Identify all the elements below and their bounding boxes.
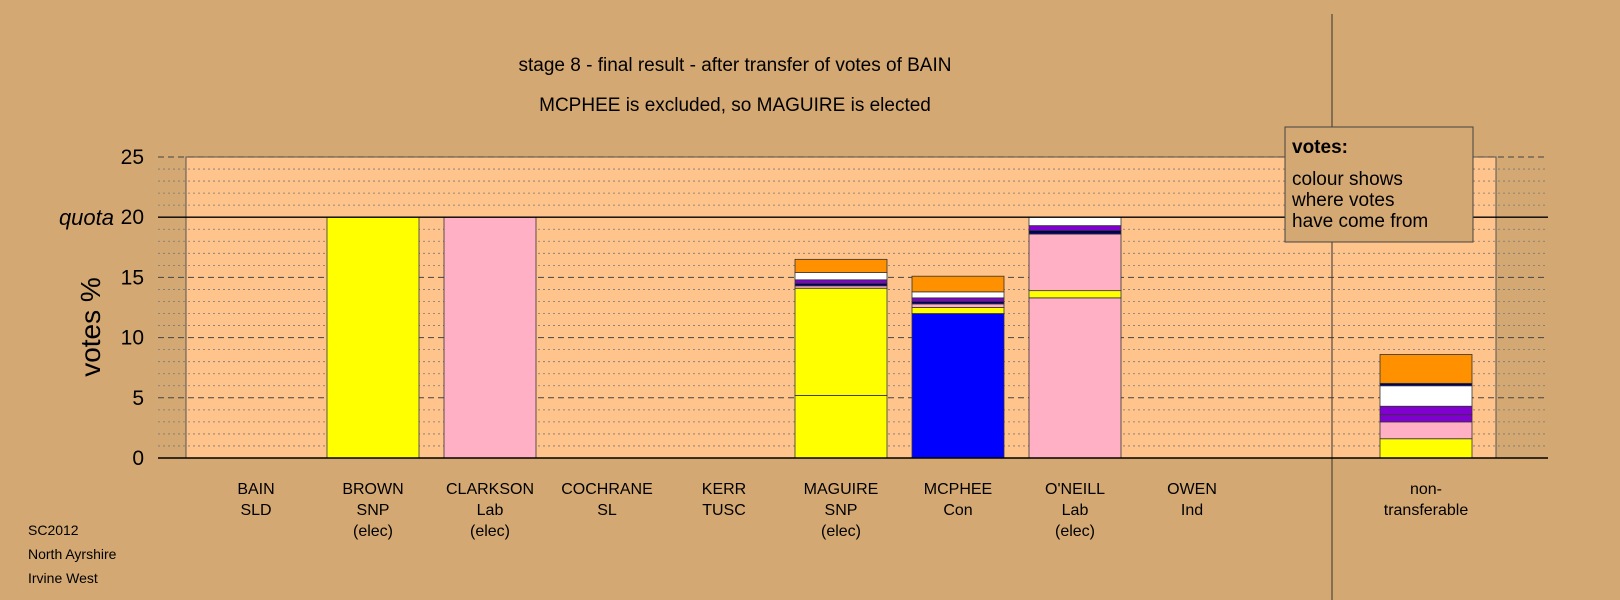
x-tick-label: O'NEILL (1045, 481, 1105, 498)
bar-segment (1028, 233, 1122, 292)
legend-title: votes: (1292, 137, 1348, 158)
bar-segment (794, 258, 888, 273)
x-tick-label: non- (1410, 481, 1442, 498)
x-tick-label: (elec) (821, 523, 861, 540)
bar-segment (911, 297, 1005, 302)
y-tick-label: 20 (121, 206, 144, 229)
x-tick-label: BROWN (342, 481, 403, 498)
note-council: North Ayrshire (28, 546, 117, 562)
x-tick-label: OWEN (1167, 481, 1217, 498)
x-tick-label: SLD (240, 502, 271, 519)
legend-line-1: colour shows (1292, 169, 1403, 190)
bar-segment (911, 275, 1005, 293)
bars (326, 216, 1473, 459)
x-tick-label: (elec) (353, 523, 393, 540)
x-tick-label: Con (943, 502, 972, 519)
bar-segment (794, 287, 888, 396)
bar-segment (911, 307, 1005, 314)
bar-segment (1028, 216, 1122, 227)
x-tick-label: Ind (1181, 502, 1203, 519)
x-tick-label: SNP (357, 502, 390, 519)
chart-title: stage 8 - final result - after transfer … (519, 55, 952, 76)
y-tick-label: 0 (132, 447, 144, 470)
legend: votes: colour shows where votes have com… (1284, 126, 1474, 243)
x-tick-label: MAGUIRE (804, 481, 879, 498)
y-tick-label: 10 (121, 327, 144, 350)
chart-subtitle: MCPHEE is excluded, so MAGUIRE is electe… (539, 95, 931, 116)
legend-box (1284, 126, 1474, 243)
bar-segment (911, 291, 1005, 299)
axes: stage 8 - final result - after transfer … (59, 55, 1548, 540)
x-tick-label: transferable (1384, 502, 1469, 519)
quota-label: quota (59, 205, 114, 230)
x-tick-label: TUSC (702, 502, 746, 519)
bar-segment (794, 279, 888, 284)
x-tick-label: (elec) (470, 523, 510, 540)
legend-line-2: where votes (1291, 190, 1394, 211)
bar-segment (1379, 421, 1473, 440)
bar-segment (1028, 297, 1122, 459)
bar-segment (1379, 438, 1473, 459)
bar-segment (1379, 354, 1473, 384)
bar-segment (794, 272, 888, 281)
y-tick-label: 15 (121, 266, 144, 289)
bar-segment (443, 216, 537, 459)
x-tick-label: (elec) (1055, 523, 1095, 540)
bar-segment (1028, 290, 1122, 299)
bar-segment (326, 216, 420, 459)
y-tick-label: 25 (121, 146, 144, 169)
x-tick-label: KERR (702, 481, 746, 498)
bar-segment (1028, 225, 1122, 231)
y-tick-label: 5 (132, 387, 144, 410)
note-ward: Irvine West (28, 570, 98, 586)
x-tick-label: SNP (825, 502, 858, 519)
bar-segment (1379, 414, 1473, 423)
bar-segment (1379, 385, 1473, 407)
bar-segment (794, 394, 888, 459)
x-tick-label: SL (597, 502, 617, 519)
x-tick-label: Lab (1062, 502, 1089, 519)
x-tick-label: Lab (477, 502, 504, 519)
bar-segment (911, 313, 1005, 459)
bar-segment (1379, 405, 1473, 416)
x-tick-label: CLARKSON (446, 481, 534, 498)
x-tick-label: MCPHEE (924, 481, 992, 498)
legend-line-3: have come from (1292, 211, 1428, 232)
x-tick-label: BAIN (237, 481, 274, 498)
bar-segment (911, 303, 1005, 308)
x-tick-label: COCHRANE (561, 481, 653, 498)
y-axis-label: votes % (75, 277, 106, 377)
note-election: SC2012 (28, 522, 79, 538)
bar-segment (1028, 230, 1122, 235)
